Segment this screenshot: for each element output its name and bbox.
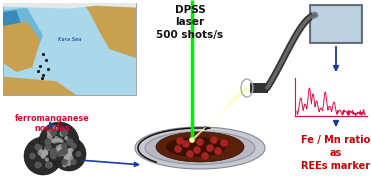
Circle shape [220, 139, 228, 147]
Circle shape [61, 148, 68, 155]
Circle shape [29, 153, 36, 159]
Text: Kara Sea: Kara Sea [58, 37, 81, 42]
Circle shape [66, 161, 72, 166]
Circle shape [190, 138, 194, 143]
Circle shape [60, 150, 66, 156]
Circle shape [45, 157, 49, 162]
Circle shape [66, 150, 72, 157]
Circle shape [58, 144, 63, 150]
Circle shape [50, 151, 56, 157]
Circle shape [174, 145, 182, 153]
Circle shape [47, 148, 50, 151]
Circle shape [61, 143, 68, 149]
Circle shape [67, 148, 73, 154]
Circle shape [57, 151, 63, 157]
Text: ferromanganese
nodules: ferromanganese nodules [14, 114, 89, 133]
Circle shape [46, 162, 52, 168]
Polygon shape [3, 3, 136, 9]
Circle shape [39, 122, 79, 162]
Circle shape [56, 145, 61, 151]
Circle shape [67, 155, 73, 162]
Circle shape [201, 152, 209, 160]
Circle shape [47, 133, 53, 139]
Circle shape [45, 143, 52, 150]
Circle shape [52, 137, 86, 171]
Circle shape [62, 163, 67, 167]
Circle shape [58, 138, 62, 142]
Circle shape [214, 147, 222, 155]
Circle shape [66, 138, 73, 146]
Circle shape [61, 159, 68, 165]
Circle shape [193, 146, 201, 154]
Circle shape [24, 137, 62, 175]
Circle shape [50, 153, 57, 159]
Circle shape [41, 154, 45, 158]
Bar [312, 7, 360, 41]
Bar [310, 5, 362, 43]
Circle shape [45, 138, 52, 146]
Polygon shape [83, 3, 136, 58]
Ellipse shape [166, 137, 226, 157]
Circle shape [54, 136, 59, 141]
Circle shape [35, 162, 41, 168]
Text: DPSS
laser
500 shots/s: DPSS laser 500 shots/s [157, 5, 224, 40]
Circle shape [206, 144, 214, 152]
Circle shape [40, 149, 43, 153]
Circle shape [70, 159, 77, 165]
Bar [3, 3, 136, 95]
Circle shape [64, 149, 70, 156]
Circle shape [62, 130, 66, 135]
Circle shape [43, 151, 48, 156]
Circle shape [37, 149, 44, 156]
Bar [250, 83, 268, 93]
Circle shape [59, 131, 65, 137]
Circle shape [63, 156, 68, 160]
Circle shape [186, 150, 194, 158]
Circle shape [55, 127, 58, 130]
Ellipse shape [135, 127, 265, 169]
Circle shape [182, 140, 190, 148]
Circle shape [69, 147, 74, 152]
Circle shape [41, 154, 46, 159]
Circle shape [35, 143, 41, 150]
Circle shape [60, 139, 63, 143]
Circle shape [50, 148, 57, 155]
Circle shape [44, 147, 49, 151]
Circle shape [44, 151, 47, 155]
Ellipse shape [145, 132, 255, 164]
Circle shape [55, 148, 60, 154]
Circle shape [50, 129, 57, 136]
Polygon shape [3, 8, 43, 63]
Circle shape [50, 138, 55, 143]
Circle shape [47, 129, 53, 136]
Circle shape [42, 150, 48, 156]
Circle shape [64, 136, 68, 140]
Circle shape [196, 138, 204, 146]
Ellipse shape [156, 132, 244, 162]
Circle shape [52, 139, 57, 144]
Circle shape [36, 145, 42, 151]
Circle shape [56, 139, 60, 143]
Circle shape [67, 152, 71, 156]
Circle shape [75, 151, 81, 157]
Circle shape [210, 136, 218, 144]
Text: Fe / Mn ratio
as
REEs marker: Fe / Mn ratio as REEs marker [301, 135, 371, 171]
Circle shape [70, 143, 77, 149]
Circle shape [68, 153, 72, 157]
Polygon shape [3, 10, 24, 54]
Polygon shape [3, 21, 40, 72]
Circle shape [176, 137, 184, 145]
Circle shape [45, 162, 52, 168]
Circle shape [61, 129, 68, 136]
Polygon shape [3, 77, 76, 95]
Polygon shape [190, 88, 250, 140]
Circle shape [52, 125, 56, 129]
Circle shape [64, 154, 70, 160]
Circle shape [37, 163, 42, 167]
